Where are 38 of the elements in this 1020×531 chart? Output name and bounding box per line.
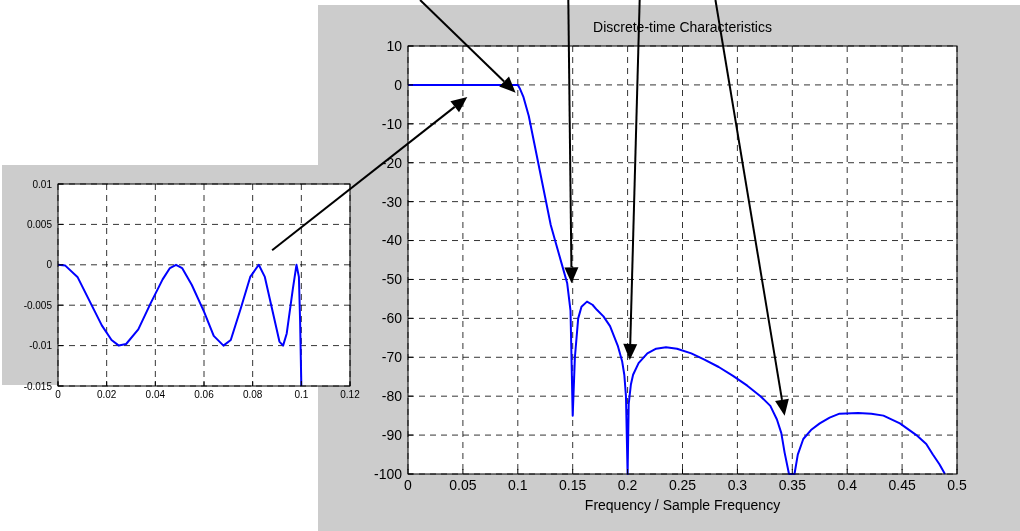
x-tick-label: 0.5: [947, 477, 967, 493]
x-tick-label: 0.02: [96, 389, 117, 400]
x-tick-label: 0.05: [449, 477, 477, 493]
y-tick-label: -0.01: [29, 340, 53, 352]
y-tick-label: 0: [394, 76, 403, 93]
x-tick-label: 0.1: [294, 389, 309, 400]
y-tick-label: -70: [381, 349, 403, 366]
x-tick-label: 0.08: [242, 389, 263, 400]
y-tick-label: -100: [373, 465, 403, 482]
x-tick-label: 0.1: [508, 477, 528, 493]
y-tick-label: 0.01: [32, 178, 53, 190]
x-tick-label: 0.25: [668, 477, 697, 493]
x-tick-label: 0.3: [727, 477, 748, 493]
x-tick-label: 0.35: [778, 477, 807, 493]
y-tick-label: 0.005: [26, 218, 53, 230]
y-tick-label: -20: [381, 154, 403, 171]
x-tick-label: 0.12: [340, 389, 361, 400]
y-tick-label: 0: [46, 259, 53, 271]
x-tick-label: 0.06: [194, 389, 215, 400]
y-tick-label: -50: [381, 271, 403, 288]
x-tick-label: 0.04: [145, 389, 166, 400]
x-tick-label: 0.4: [837, 477, 858, 493]
y-tick-label: 10: [386, 37, 403, 54]
y-tick-label: -90: [381, 426, 403, 443]
y-tick-label: -80: [381, 388, 403, 405]
y-tick-label: -40: [381, 232, 403, 249]
x-tick-label: 0.15: [559, 477, 587, 493]
y-tick-label: -60: [381, 310, 403, 327]
y-tick-label: -30: [381, 193, 403, 210]
x-tick-label: 0.2: [617, 477, 638, 493]
x-axis-title: Frequency / Sample Frequency: [584, 497, 781, 513]
y-tick-label: -0.015: [23, 380, 53, 392]
line-series: [57, 263, 303, 387]
x-tick-label: 0.45: [888, 477, 916, 493]
y-tick-label: -0.005: [23, 299, 53, 311]
x-tick-label: 0: [404, 477, 413, 493]
x-tick-label: 0: [55, 389, 62, 400]
y-tick-label: -10: [381, 115, 403, 132]
